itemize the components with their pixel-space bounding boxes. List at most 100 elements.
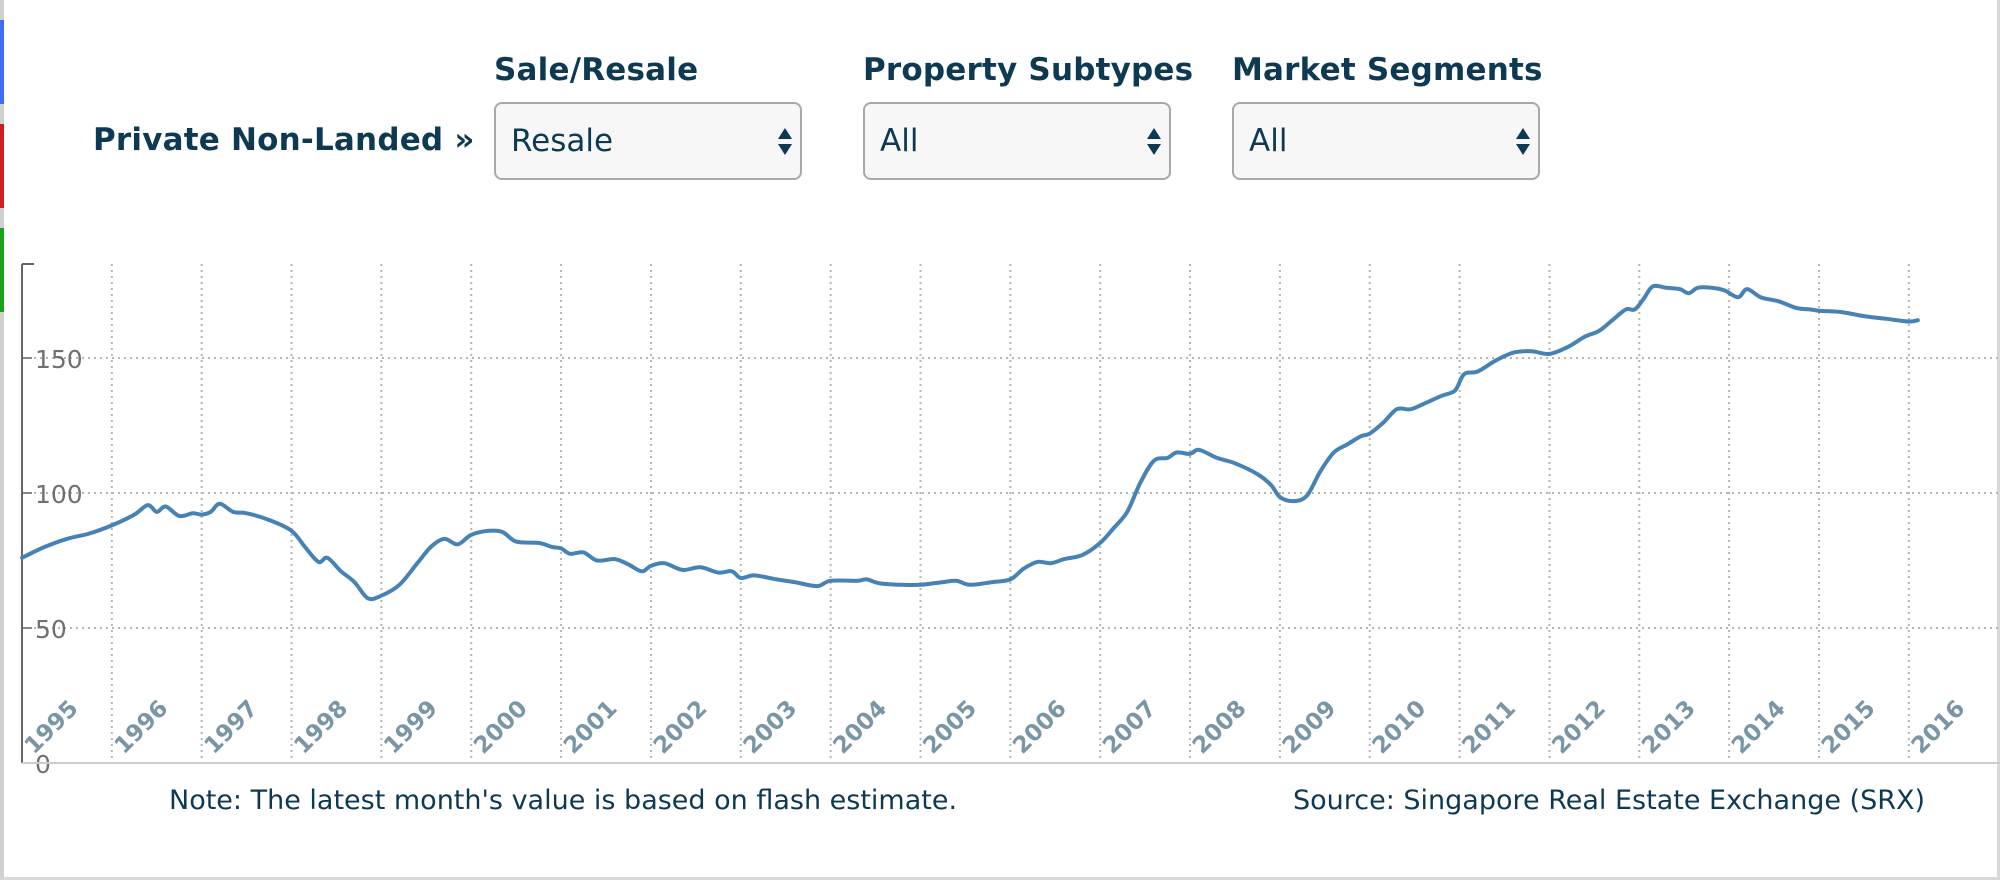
data-point (1124, 509, 1130, 515)
data-point (1677, 286, 1683, 292)
data-point (1111, 525, 1117, 531)
data-point (1048, 560, 1054, 566)
data-point (1686, 290, 1692, 296)
data-point (1609, 317, 1615, 323)
property-subtypes-select[interactable]: All (863, 102, 1171, 180)
data-point (612, 556, 618, 562)
data-point (230, 509, 236, 515)
data-point (289, 528, 295, 534)
data-point (513, 539, 519, 545)
data-point (86, 531, 92, 537)
data-point (1344, 441, 1350, 447)
data-point (1151, 458, 1157, 464)
data-point (1915, 317, 1921, 323)
sale-resale-value: Resale (511, 123, 614, 159)
data-point (1794, 305, 1800, 311)
tab-marker-green[interactable] (0, 228, 4, 312)
y-tick-label: 50 (35, 615, 67, 644)
data-point (1187, 451, 1193, 457)
data-point (1214, 455, 1220, 461)
market-segments-select[interactable]: All (1232, 102, 1540, 180)
x-tick-label: 2013 (1637, 696, 1701, 760)
data-point (1407, 406, 1413, 412)
data-point (1452, 387, 1458, 393)
data-point (738, 575, 744, 581)
data-point (679, 567, 685, 573)
data-point (877, 580, 883, 586)
data-point (145, 502, 151, 508)
market-segments-value: All (1249, 123, 1288, 159)
data-point (792, 579, 798, 585)
data-point (244, 510, 250, 516)
x-tick-label: 2015 (1817, 696, 1881, 760)
data-point (626, 562, 632, 568)
tab-marker-blue[interactable] (0, 20, 4, 104)
data-point (1663, 285, 1669, 291)
data-point (581, 549, 587, 555)
x-tick-label: 1999 (379, 696, 443, 760)
data-point (455, 541, 461, 547)
x-tick-label: 2010 (1368, 696, 1432, 760)
data-point (1232, 460, 1238, 466)
data-point (1529, 348, 1535, 354)
x-tick-label: 2011 (1457, 696, 1521, 760)
data-point (814, 583, 820, 589)
data-point (1596, 328, 1602, 334)
series-line (20, 283, 1920, 602)
data-point (1735, 294, 1741, 300)
data-point (316, 559, 322, 565)
data-point (1461, 371, 1467, 377)
data-point (1744, 286, 1750, 292)
data-point (918, 582, 924, 588)
data-point (864, 576, 870, 582)
data-point (217, 501, 223, 507)
data-point (1758, 294, 1764, 300)
data-point (774, 576, 780, 582)
data-point (131, 512, 137, 518)
data-point (549, 544, 555, 550)
x-tick-label: 2003 (739, 696, 803, 760)
data-point (1138, 479, 1144, 485)
data-point (715, 570, 721, 576)
data-point (1196, 447, 1202, 453)
data-point (338, 568, 344, 574)
data-point (1564, 344, 1570, 350)
data-point (648, 563, 654, 569)
sale-resale-label: Sale/Resale (494, 52, 699, 88)
data-point (325, 555, 331, 561)
data-point (378, 593, 384, 599)
market-segments-label: Market Segments (1232, 52, 1543, 88)
data-point (989, 579, 995, 585)
data-point (1421, 401, 1427, 407)
data-point (1317, 468, 1323, 474)
data-point (1623, 306, 1629, 312)
data-point (1380, 420, 1386, 426)
x-tick-label: 2000 (469, 696, 533, 760)
data-point (396, 582, 402, 588)
property-subtypes-value: All (880, 123, 919, 159)
y-tick-label: 100 (35, 480, 83, 509)
data-point (1906, 319, 1912, 325)
price-index-line-chart: 0 50 100 150 1995 1996 1997 1998 1999 2000 2001 200… (20, 263, 2000, 779)
data-point (1722, 288, 1728, 294)
data-point (302, 544, 308, 550)
x-tick-label: 2008 (1188, 696, 1252, 760)
data-point (176, 513, 182, 519)
x-tick-label: 2005 (918, 696, 982, 760)
x-tick-label: 1998 (289, 696, 353, 760)
tab-marker-red[interactable] (0, 124, 4, 208)
data-point (1367, 431, 1373, 437)
data-point (1650, 283, 1656, 289)
data-point (1511, 350, 1517, 356)
data-point (1331, 450, 1337, 456)
data-point (1254, 471, 1260, 477)
data-point (567, 551, 573, 557)
data-point (1165, 455, 1171, 461)
data-point (1695, 285, 1701, 291)
data-point (1439, 393, 1445, 399)
data-point (1807, 306, 1813, 312)
sale-resale-select[interactable]: Resale (494, 102, 802, 180)
x-tick-label: 1995 (20, 696, 84, 760)
data-point (1358, 433, 1364, 439)
